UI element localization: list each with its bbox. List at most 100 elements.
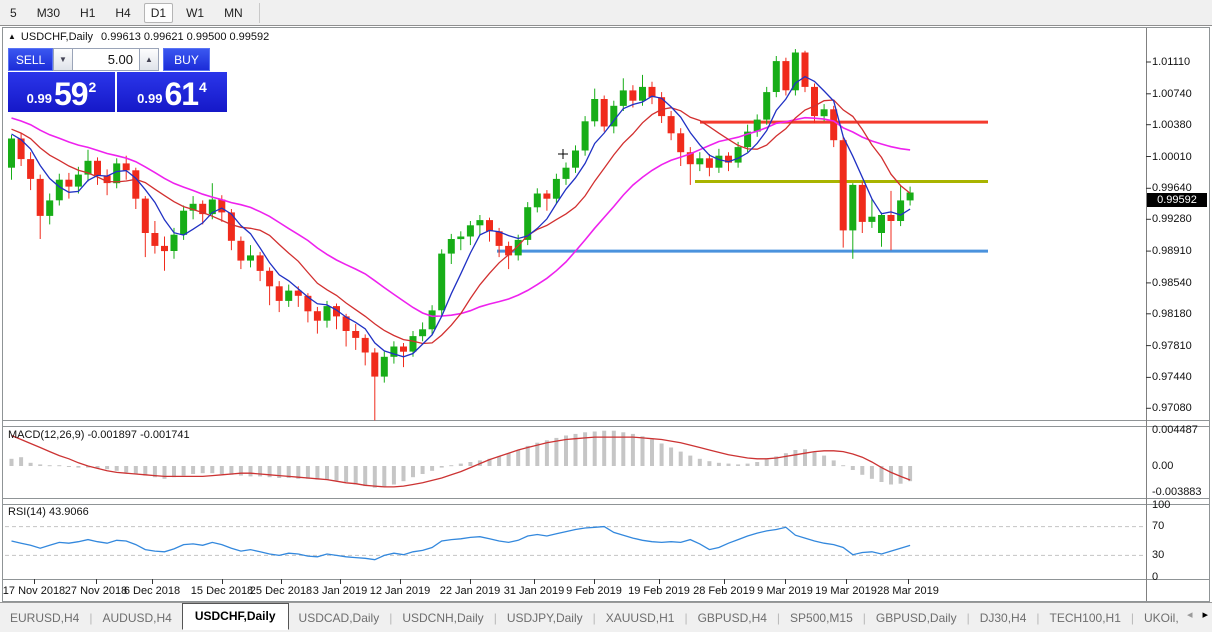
timeframe-button-d1[interactable]: D1 [143, 2, 174, 23]
tab-usdcnh-daily[interactable]: USDCNH,Daily [402, 610, 484, 625]
chevron-down-icon: ▼ [59, 55, 67, 64]
macd-scale-min-label: -0.003883 [1152, 486, 1202, 498]
one-click-trading-panel: SELL ▼ 5.00 ▲ BUY 0.99 59 2 0.99 61 4 [8, 48, 228, 112]
tab-usdcad-daily[interactable]: USDCAD,Daily [298, 610, 380, 625]
buy-price-point: 4 [199, 79, 207, 95]
rsi-scale-label: 100 [1152, 499, 1171, 511]
date-axis-label: 19 Feb 2019 [628, 585, 690, 597]
date-axis-label: 25 Dec 2018 [249, 585, 313, 597]
sell-quote-box[interactable]: 0.99 59 2 [8, 72, 115, 112]
tab-sp500-m15[interactable]: SP500,M15 [790, 610, 853, 625]
price-axis-tick-label: 1.00380 [1152, 119, 1192, 131]
date-axis-label: 27 Nov 2018 [64, 585, 128, 597]
date-axis-ticks [34, 579, 909, 584]
chart-ohlc-values: 0.99613 0.99621 0.99500 0.99592 [101, 31, 270, 43]
chevron-up-icon: ▲ [145, 55, 153, 64]
tab-separator: | [1036, 610, 1040, 625]
macd-scale-max-label: 0.004487 [1152, 424, 1198, 436]
tab-usdchf-daily[interactable]: USDCHF,Daily [181, 603, 289, 630]
date-axis-label: 28 Mar 2019 [877, 585, 939, 597]
date-axis-label: 9 Feb 2019 [566, 585, 622, 597]
scroll-left-icon[interactable]: ◂ [1186, 609, 1193, 621]
date-axis-label: 6 Dec 2018 [123, 585, 181, 597]
sell-price-prefix: 0.99 [26, 91, 52, 106]
macd-signal-line [11, 434, 911, 488]
price-axis-tick-label: 0.97440 [1152, 371, 1192, 383]
date-axis-label: 31 Jan 2019 [503, 585, 565, 597]
price-axis-tick-label: 0.98910 [1152, 245, 1192, 257]
price-axis-tick-label: 0.98180 [1152, 308, 1192, 320]
date-axis-label: 17 Nov 2018 [2, 585, 66, 597]
macd-scale-zero-label: 0.00 [1152, 460, 1174, 472]
buy-quote-box[interactable]: 0.99 61 4 [117, 72, 227, 112]
timeframe-button-h1[interactable]: H1 [80, 5, 96, 20]
buy-price-prefix: 0.99 [137, 91, 163, 106]
tab-usdjpy-daily[interactable]: USDJPY,Daily [506, 610, 583, 625]
price-axis-tick-label: 0.98540 [1152, 277, 1192, 289]
timeframe-toolbar: 5 M30 H1 H4 D1 W1 MN [0, 0, 1212, 26]
price-axis-tick-label: 1.00740 [1152, 88, 1192, 100]
tab-separator: | [1130, 610, 1135, 625]
scroll-right-icon[interactable]: ▸ [1202, 609, 1208, 621]
date-axis-label: 28 Feb 2019 [693, 585, 755, 597]
timeframe-button-h4[interactable]: H4 [115, 5, 131, 20]
date-axis-label: 12 Jan 2019 [369, 585, 431, 597]
tab-separator: | [389, 610, 393, 625]
date-axis-label: 15 Dec 2018 [190, 585, 254, 597]
price-axis-tick-label: 0.99280 [1152, 213, 1192, 225]
date-axis-label: 3 Jan 2019 [312, 585, 368, 597]
toolbar-separator [258, 2, 260, 23]
buy-price-pips: 61 [164, 76, 199, 112]
collapse-triangle-icon[interactable]: ▲ [8, 32, 16, 41]
buy-button[interactable]: BUY [163, 48, 210, 71]
sell-button[interactable]: SELL [8, 48, 53, 71]
date-axis-label: 9 Mar 2019 [757, 585, 813, 597]
tab-separator: | [592, 610, 596, 625]
tab-tech100-h1[interactable]: TECH100,H1 [1049, 610, 1121, 625]
date-axis-label: 22 Jan 2019 [439, 585, 501, 597]
volume-decrease-button[interactable]: ▼ [53, 48, 73, 71]
rsi-scale-label: 70 [1152, 520, 1165, 532]
chart-tabs-bar: EURUSD,H4 | AUDUSD,H4 USDCHF,Daily USDCAD,Da… [0, 602, 1212, 632]
tab-gbpusd-h4[interactable]: GBPUSD,H4 [697, 610, 767, 625]
chart-symbol-period: USDCHF,Daily [20, 31, 94, 43]
timeframe-button-w1[interactable]: W1 [186, 5, 205, 20]
price-axis-tick-label: 1.01110 [1152, 56, 1191, 68]
macd-indicator-label: MACD(12,26,9) -0.001897 -0.001741 [8, 429, 190, 441]
rsi-indicator-label: RSI(14) 43.9066 [8, 506, 89, 518]
timeframe-button-mn[interactable]: MN [224, 5, 243, 20]
tab-separator: | [89, 610, 93, 625]
price-axis-tick-label: 0.97080 [1152, 402, 1192, 414]
ma-medium-line [11, 99, 911, 345]
chart-window-frame [2, 27, 1210, 601]
tab-gbpusd-daily[interactable]: GBPUSD,Daily [875, 610, 957, 625]
tab-xauusd-h1[interactable]: XAUUSD,H1 [605, 610, 675, 625]
tab-scroll-buttons: ◂ ▸ [1180, 608, 1208, 622]
pane-dividers [2, 27, 1210, 631]
rsi-line [11, 525, 911, 561]
timeframe-button-m30[interactable]: M30 [36, 5, 61, 20]
price-axis-tick-label: 0.97810 [1152, 340, 1192, 352]
crosshair-cursor [558, 149, 568, 159]
tab-separator: | [966, 610, 970, 625]
ma-fast-line [11, 75, 911, 358]
tab-separator: | [493, 610, 497, 625]
price-axis-ticks [1146, 61, 1151, 409]
sell-price-pips: 59 [53, 76, 89, 112]
timeframe-button-5[interactable]: 5 [10, 5, 17, 20]
date-axis-label: 19 Mar 2019 [815, 585, 877, 597]
volume-input[interactable]: 5.00 [73, 48, 139, 71]
price-axis-tick-label: 1.00010 [1152, 151, 1192, 163]
rsi-scale-label: 30 [1152, 549, 1165, 561]
chart-title: ▲ USDCHF,Daily 0.99613 0.99621 0.99500 0.9… [8, 31, 269, 43]
sell-price-point: 2 [88, 79, 97, 95]
volume-increase-button[interactable]: ▲ [139, 48, 159, 71]
current-price-badge: 0.99592 [1147, 193, 1207, 207]
tab-ukoil-[interactable]: UKOil, [1144, 610, 1179, 625]
tab-dj30-h4[interactable]: DJ30,H4 [979, 610, 1027, 625]
macd-histogram [9, 430, 913, 488]
tab-audusd-h4[interactable]: AUDUSD,H4 [102, 610, 172, 625]
tab-eurusd-h4[interactable]: EURUSD,H4 [10, 610, 80, 625]
